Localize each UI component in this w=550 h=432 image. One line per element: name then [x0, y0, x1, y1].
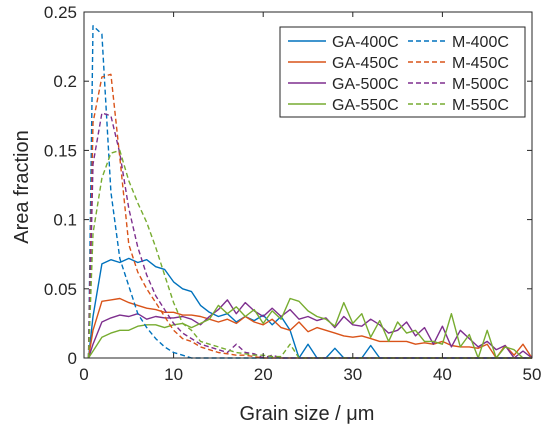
- x-tick-label: 40: [433, 365, 452, 384]
- series-line-ga-450c: [87, 297, 533, 359]
- y-tick-label: 0: [68, 349, 77, 368]
- legend: GA-400C GA-450C GA-500C GA-550C M-400C M-450C…: [279, 26, 526, 118]
- legend-label: GA-550C: [332, 97, 399, 114]
- series-line-ga-550c: [87, 297, 532, 359]
- x-tick-label: 20: [254, 365, 273, 384]
- x-axis-label: Grain size / μm: [240, 403, 375, 425]
- legend-label: M-450C: [452, 55, 509, 72]
- series-line-m-550c: [87, 149, 532, 359]
- legend-label: GA-450C: [332, 55, 399, 72]
- x-tick-label: 50: [523, 365, 542, 384]
- x-tick-label: 10: [164, 365, 183, 384]
- y-tick-label: 0.15: [44, 141, 77, 160]
- x-tick-label: 0: [79, 365, 88, 384]
- y-tick-label: 0.1: [53, 211, 77, 230]
- legend-label: M-400C: [452, 34, 509, 51]
- series-line-ga-400c: [87, 257, 532, 359]
- axes: 0 10 20 30 40 50 0 0.05 0.1 0.15 0.2 0.25: [44, 3, 542, 384]
- legend-box: [279, 26, 526, 118]
- y-tick-label: 0.25: [44, 3, 77, 22]
- series-line-ga-500c: [87, 299, 533, 359]
- y-tick-label: 0.05: [44, 280, 77, 299]
- y-tick-label: 0.2: [53, 72, 77, 91]
- plot-frame: [83, 11, 533, 359]
- x-tick-label: 30: [343, 365, 362, 384]
- legend-label: M-550C: [452, 97, 509, 114]
- series-line-m-500c: [87, 112, 532, 359]
- legend-label: GA-400C: [332, 34, 399, 51]
- legend-label: M-500C: [452, 76, 509, 93]
- y-axis-label: Area fraction: [11, 130, 33, 243]
- legend-label: GA-500C: [332, 76, 399, 93]
